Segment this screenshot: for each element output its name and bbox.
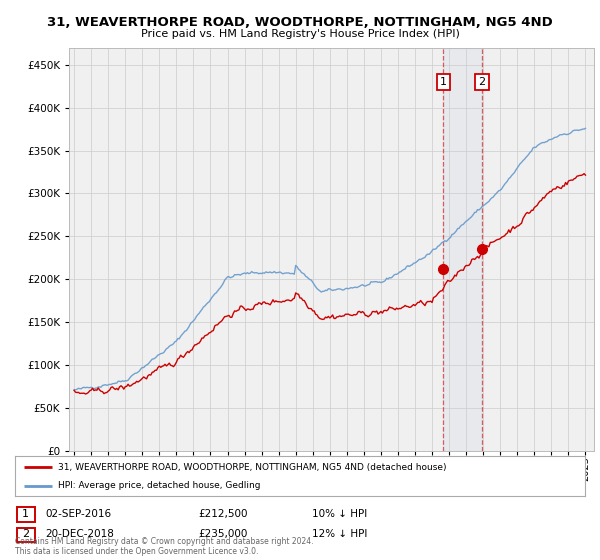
Text: 10% ↓ HPI: 10% ↓ HPI (312, 509, 367, 519)
Text: £212,500: £212,500 (198, 509, 248, 519)
Text: 12% ↓ HPI: 12% ↓ HPI (312, 529, 367, 539)
Text: 2: 2 (478, 77, 485, 87)
Text: 1: 1 (440, 77, 447, 87)
Text: £235,000: £235,000 (198, 529, 247, 539)
Text: Contains HM Land Registry data © Crown copyright and database right 2024.
This d: Contains HM Land Registry data © Crown c… (15, 536, 314, 556)
Text: HPI: Average price, detached house, Gedling: HPI: Average price, detached house, Gedl… (58, 481, 260, 491)
Text: 20-DEC-2018: 20-DEC-2018 (45, 529, 114, 539)
Text: 31, WEAVERTHORPE ROAD, WOODTHORPE, NOTTINGHAM, NG5 4ND (detached house): 31, WEAVERTHORPE ROAD, WOODTHORPE, NOTTI… (58, 463, 446, 472)
Text: 31, WEAVERTHORPE ROAD, WOODTHORPE, NOTTINGHAM, NG5 4ND: 31, WEAVERTHORPE ROAD, WOODTHORPE, NOTTI… (47, 16, 553, 29)
Text: 02-SEP-2016: 02-SEP-2016 (45, 509, 111, 519)
Bar (443, 48, 482, 451)
Text: 1: 1 (22, 509, 29, 519)
Text: 2: 2 (22, 529, 29, 539)
Text: Price paid vs. HM Land Registry's House Price Index (HPI): Price paid vs. HM Land Registry's House … (140, 29, 460, 39)
